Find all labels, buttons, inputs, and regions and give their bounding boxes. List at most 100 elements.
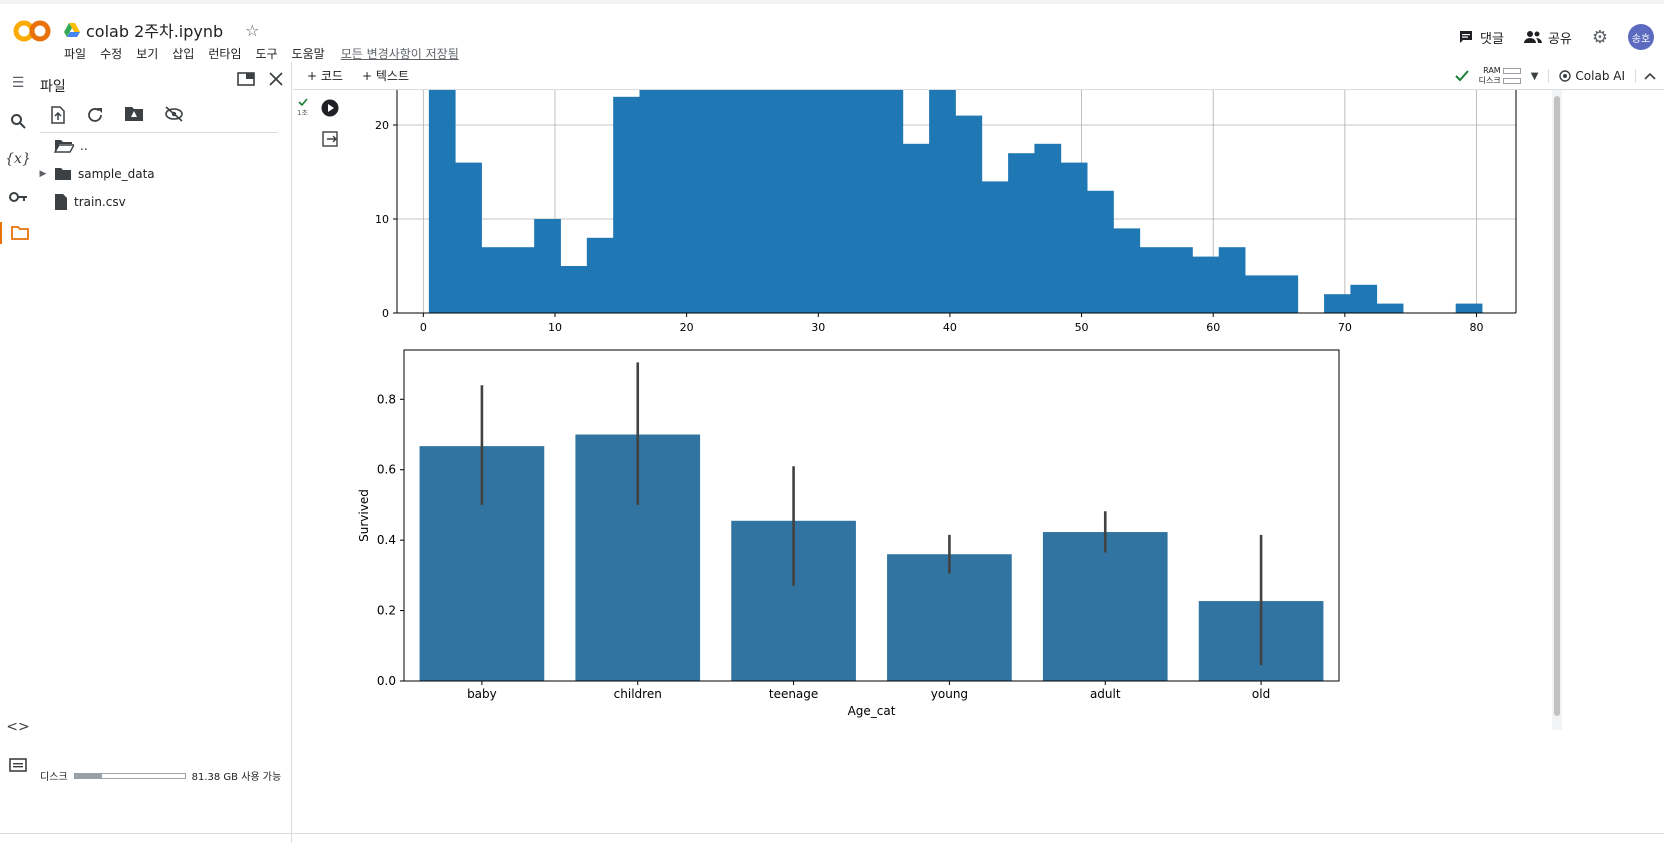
runtime-dropdown-icon[interactable]: ▼ <box>1530 70 1539 82</box>
cell-exec-time: 1초 <box>297 109 308 117</box>
colab-ai-icon <box>1559 70 1572 82</box>
x-tick-label: 10 <box>548 321 562 334</box>
notebook-toolbar: + 코드 + 텍스트 RAM 디스크 ▼ Colab AI <box>293 62 1664 90</box>
close-icon[interactable] <box>269 72 283 86</box>
folder-open-icon <box>54 140 74 153</box>
menu-insert[interactable]: 삽입 <box>172 47 195 61</box>
saved-status[interactable]: 모든 변경사항이 저장됨 <box>340 47 459 61</box>
ram-label: RAM <box>1483 66 1501 75</box>
histogram-bar <box>1376 303 1404 313</box>
share-button[interactable]: 공유 <box>1523 28 1572 47</box>
y-tick-label: 0.0 <box>377 674 396 688</box>
tree-item-parent[interactable]: .. <box>38 136 88 156</box>
disk-short-label: 디스크 <box>1478 76 1501 85</box>
upload-icon[interactable] <box>50 106 66 124</box>
search-icon[interactable] <box>7 110 29 132</box>
comment-icon <box>1460 31 1473 43</box>
tree-item-label: .. <box>80 139 88 153</box>
x-tick-label: 50 <box>1075 321 1089 334</box>
histogram-bar <box>744 90 772 313</box>
connected-check-icon <box>1454 70 1469 82</box>
y-tick-label: 0.4 <box>377 533 396 547</box>
tree-item-train-csv[interactable]: train.csv <box>38 192 126 212</box>
histogram-bar <box>1113 228 1141 313</box>
disk-usage-fill <box>74 773 103 778</box>
histogram-bar <box>1350 284 1378 313</box>
google-drive-icon[interactable] <box>64 23 80 37</box>
histogram-bar <box>455 162 482 313</box>
colab-ai-button[interactable]: Colab AI <box>1548 69 1625 83</box>
menu-help[interactable]: 도움말 <box>291 47 325 61</box>
files-panel: 파일 .. ▶ sample_data train.csv 디 <box>34 62 292 843</box>
y-tick-label: 0.8 <box>377 392 396 406</box>
menu-file[interactable]: 파일 <box>64 47 87 61</box>
x-tick-label: 40 <box>943 321 957 334</box>
avatar[interactable]: 송호 <box>1628 24 1654 50</box>
comments-label: 댓글 <box>1480 31 1504 47</box>
collapse-chevron-up-icon[interactable] <box>1635 69 1656 83</box>
histogram-bar <box>1192 256 1220 313</box>
files-folder-icon[interactable] <box>0 222 30 244</box>
histogram-bar <box>771 90 798 313</box>
file-icon <box>55 194 67 210</box>
survival-barplot-chart: baby children teenage young adult old 0.0 0.2 0.… <box>357 349 1340 718</box>
run-cell-play-icon[interactable] <box>321 99 339 117</box>
menu-bar: 파일 수정 보기 삽입 런타임 도구 도움말 모든 변경사항이 저장됨 <box>64 45 459 62</box>
x-tick-label: teenage <box>769 687 818 701</box>
expand-caret-icon[interactable]: ▶ <box>39 169 47 179</box>
add-text-button[interactable]: + 텍스트 <box>362 69 409 83</box>
output-actions-icon[interactable] <box>322 131 338 147</box>
histogram-bar <box>718 90 746 313</box>
histogram-bar <box>902 143 930 313</box>
code-snippets-icon[interactable]: <> <box>6 719 30 735</box>
y-tick-label: 20 <box>375 119 389 132</box>
histogram-bar <box>1166 247 1193 313</box>
refresh-icon[interactable] <box>86 106 104 124</box>
variables-icon[interactable]: {x} <box>5 151 31 167</box>
menu-tools[interactable]: 도구 <box>255 47 278 61</box>
histogram-bar <box>1034 143 1062 313</box>
histogram-bar <box>639 90 667 313</box>
hidden-files-eye-icon[interactable] <box>164 106 184 122</box>
cell-output: 0 10 20 30 40 50 60 70 80 0 10 20 baby children teena… <box>345 90 1545 730</box>
table-of-contents-icon[interactable]: ☰ <box>11 75 25 91</box>
menu-edit[interactable]: 수정 <box>100 47 123 61</box>
star-icon[interactable]: ☆ <box>245 20 260 40</box>
files-divider <box>40 132 278 133</box>
add-code-button[interactable]: + 코드 <box>307 69 343 83</box>
histogram-bar <box>507 247 535 313</box>
settings-gear-icon[interactable]: ⚙ <box>1591 26 1608 48</box>
x-tick-label: children <box>614 687 662 701</box>
bar-young <box>887 554 1012 681</box>
comments-button[interactable]: 댓글 <box>1458 28 1504 47</box>
ram-disk-indicator[interactable]: RAM 디스크 <box>1479 66 1521 86</box>
colab-logo[interactable] <box>12 18 52 44</box>
histogram-bar <box>1218 247 1246 313</box>
y-tick-label: 0.2 <box>377 604 396 618</box>
histogram-bar <box>876 90 904 313</box>
y-tick-label: 0.6 <box>377 463 396 477</box>
histogram-bar <box>1271 275 1299 313</box>
disk-bar <box>1502 77 1521 84</box>
key-icon[interactable] <box>7 186 29 208</box>
header: colab 2주차.ipynb ☆ 파일 수정 보기 삽입 런타임 도구 도움말… <box>0 0 1664 62</box>
terminal-icon[interactable] <box>7 754 29 776</box>
x-tick-label: 60 <box>1206 321 1220 334</box>
histogram-bar <box>613 96 640 313</box>
output-scrollbar-thumb[interactable] <box>1554 96 1560 716</box>
histogram-bar <box>1087 190 1114 313</box>
menu-view[interactable]: 보기 <box>136 47 159 61</box>
tree-item-sample-data[interactable]: ▶ sample_data <box>38 164 155 184</box>
histogram-bar <box>560 266 588 313</box>
histogram-bar <box>1455 303 1483 313</box>
tree-item-label: sample_data <box>78 167 155 181</box>
menu-runtime[interactable]: 런타임 <box>208 47 242 61</box>
histogram-bar <box>1139 247 1167 313</box>
notebook-title[interactable]: colab 2주차.ipynb <box>86 22 224 41</box>
x-axis-label: Age_cat <box>848 704 896 718</box>
colab-ai-label: Colab AI <box>1575 69 1625 83</box>
histogram-bar <box>1008 153 1035 313</box>
open-in-tab-icon[interactable] <box>237 72 255 86</box>
mount-drive-icon[interactable] <box>124 106 144 122</box>
